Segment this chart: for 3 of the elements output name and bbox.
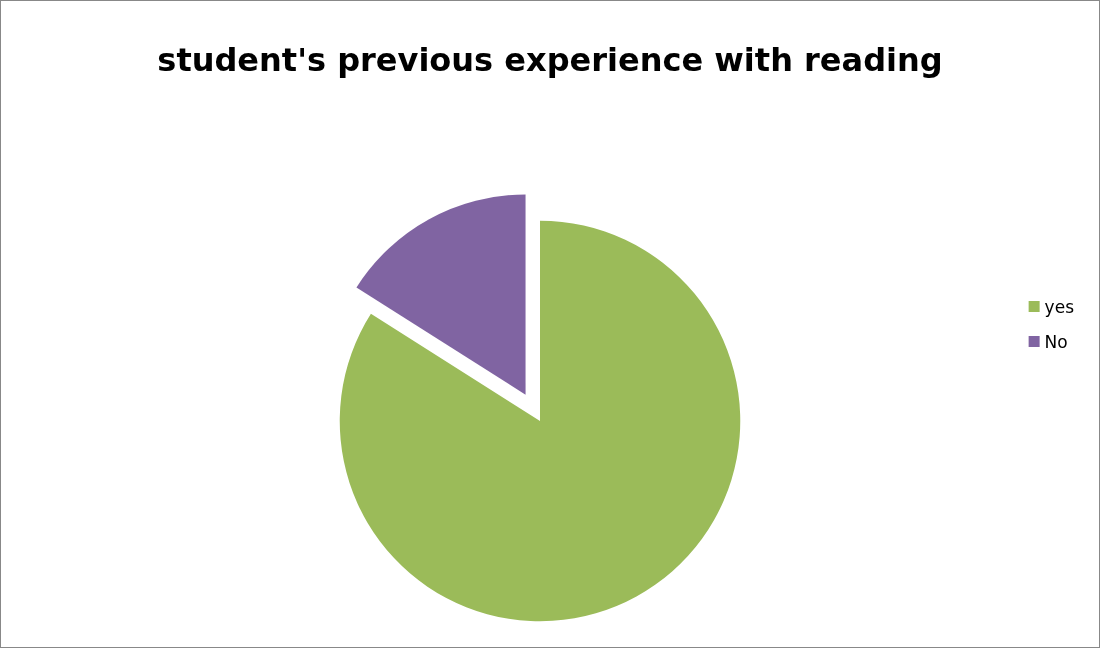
chart-title: student's previous experience with reading [157, 41, 943, 79]
legend-label: yes [1044, 296, 1075, 317]
legend-label: No [1044, 331, 1068, 352]
